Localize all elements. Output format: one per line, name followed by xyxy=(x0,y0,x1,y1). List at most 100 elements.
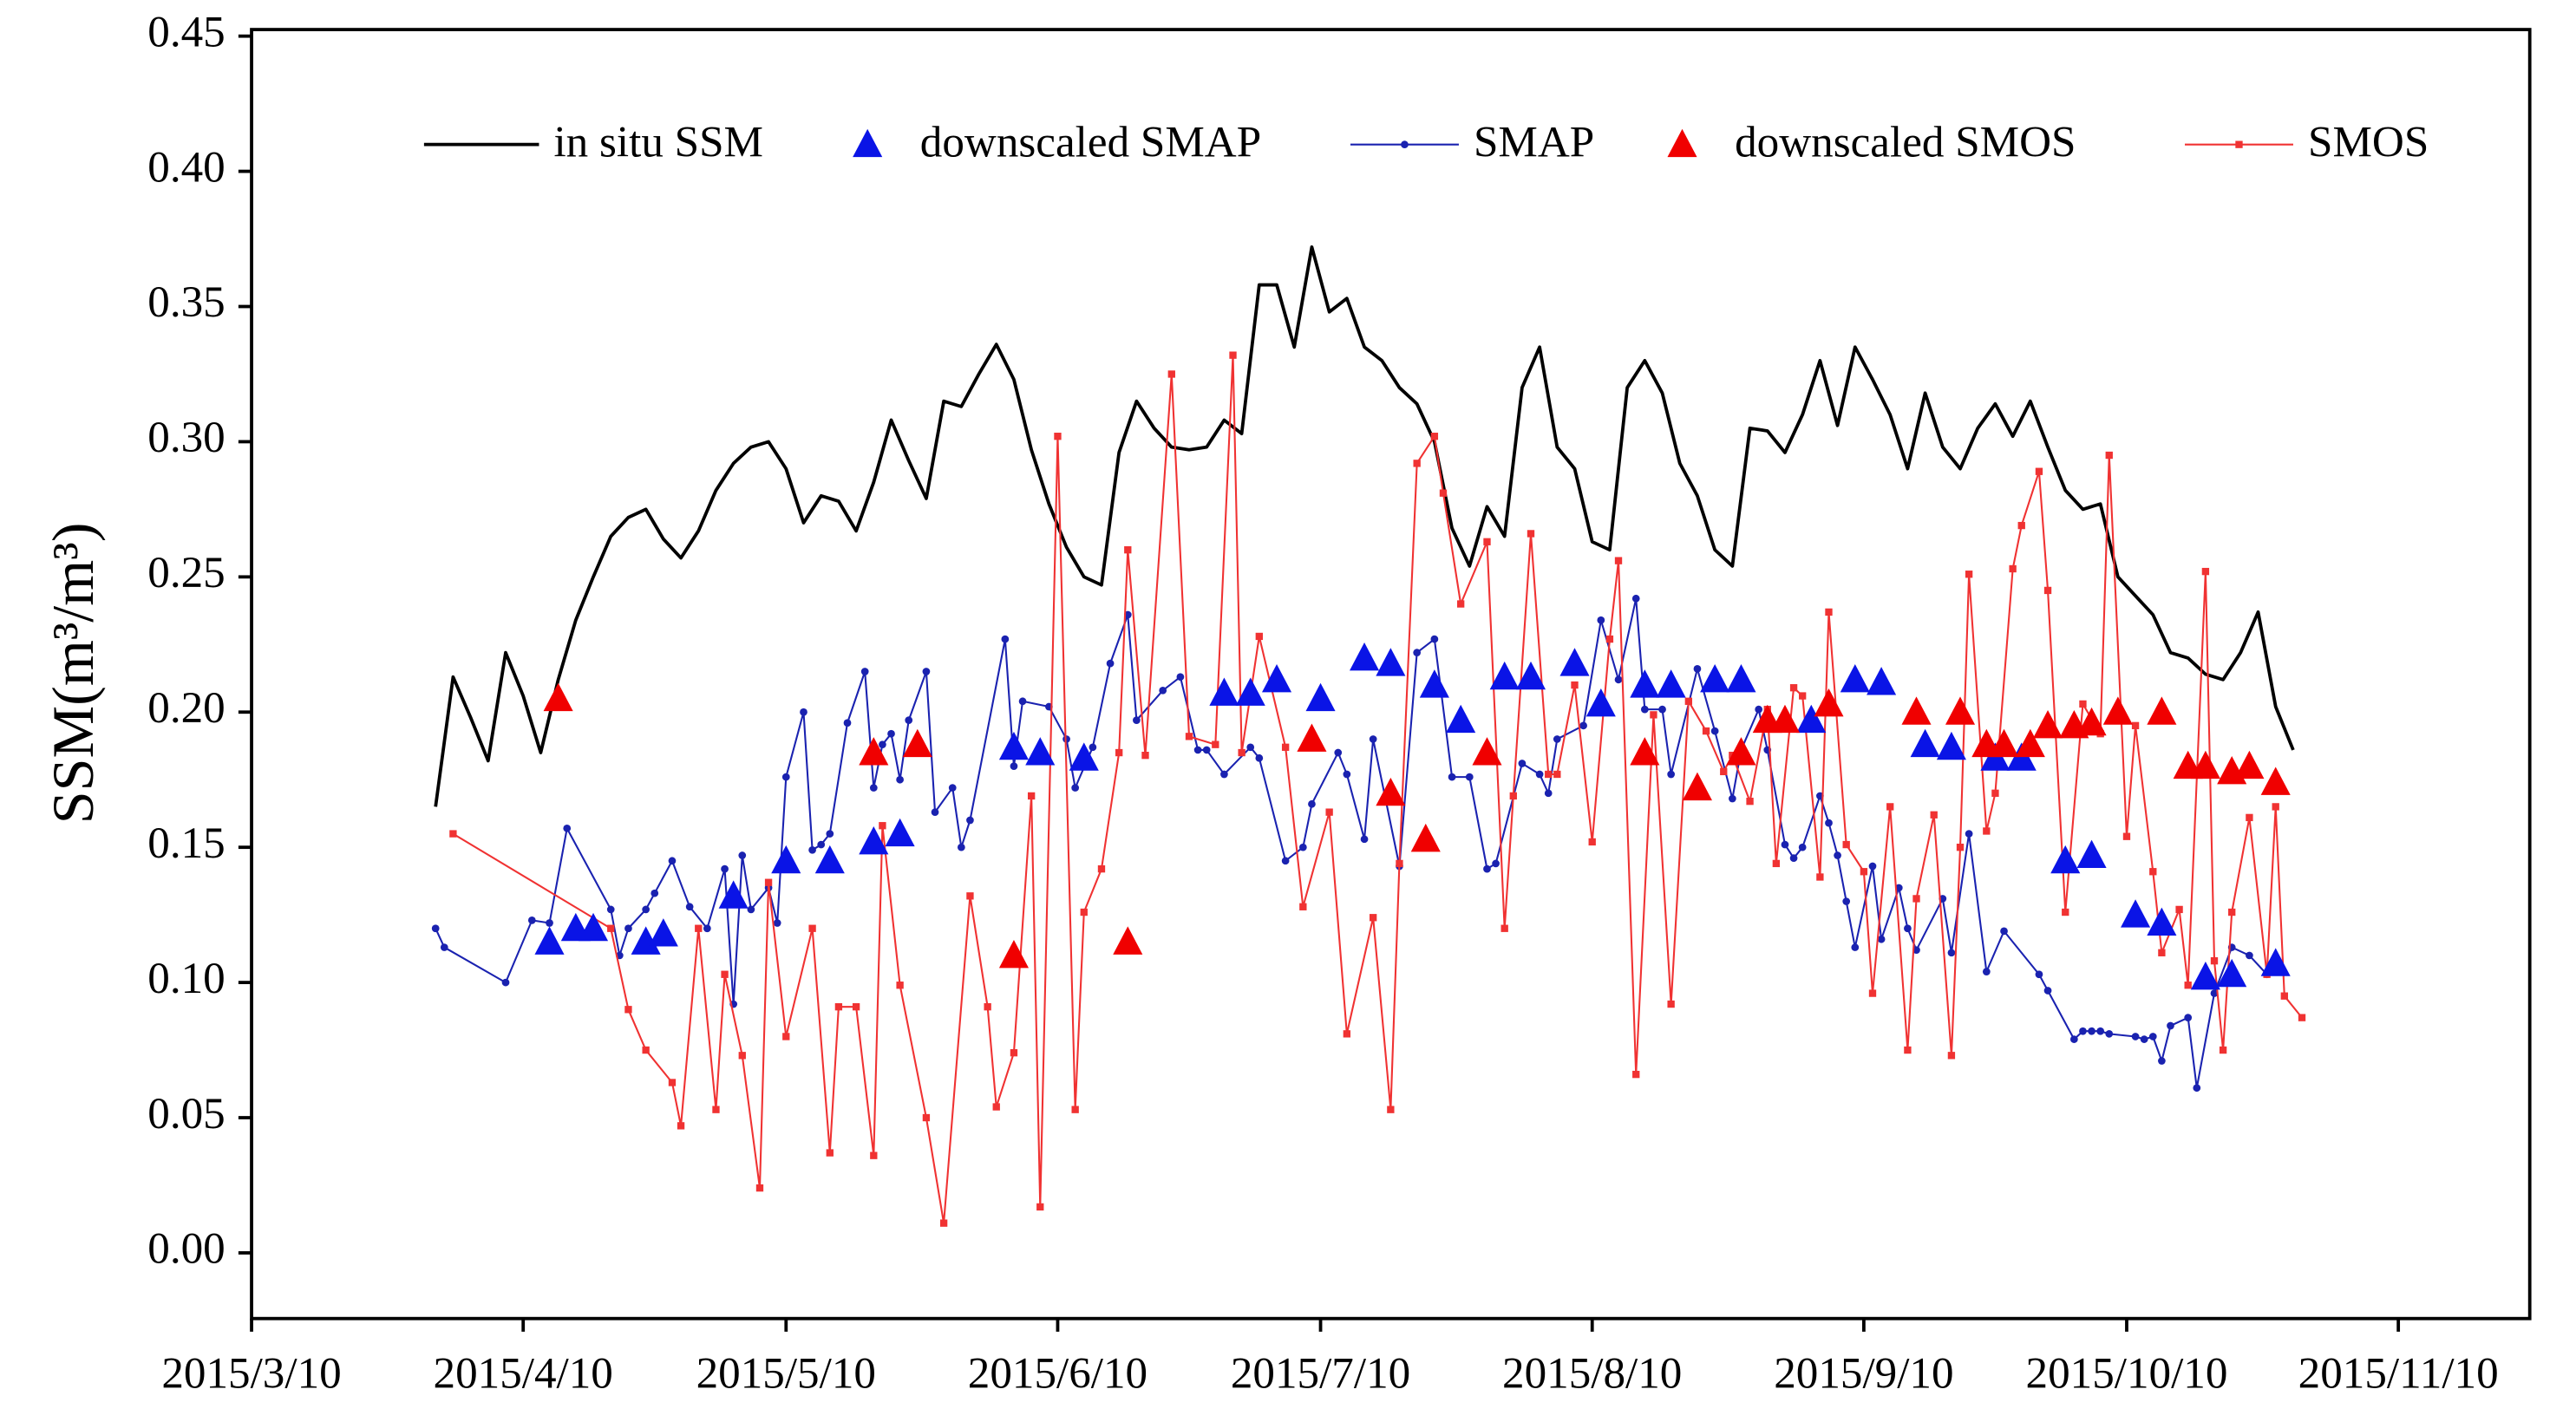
square-marker xyxy=(1185,733,1193,740)
square-marker xyxy=(1605,635,1614,643)
triangle-marker xyxy=(1840,663,1870,693)
circle-marker xyxy=(1308,799,1316,808)
legend-label: downscaled SMOS xyxy=(1735,117,2076,166)
square-marker xyxy=(607,924,615,932)
circle-marker xyxy=(1518,760,1527,767)
square-marker xyxy=(1545,770,1553,779)
triangle-marker xyxy=(998,731,1029,760)
square-marker xyxy=(2105,451,2113,460)
square-marker xyxy=(834,1003,843,1011)
circle-marker xyxy=(1597,616,1605,624)
triangle-marker xyxy=(1515,661,1546,690)
square-marker xyxy=(721,970,729,978)
square-marker xyxy=(2017,521,2025,530)
square-marker xyxy=(712,1106,720,1113)
circle-marker xyxy=(1448,773,1456,781)
square-marker xyxy=(2062,908,2069,916)
triangle-marker xyxy=(2121,899,2151,928)
square-marker xyxy=(922,1113,931,1122)
y-tick-label: 0.45 xyxy=(147,7,225,56)
circle-marker xyxy=(1789,854,1798,863)
y-tick-label: 0.05 xyxy=(147,1089,225,1138)
circle-marker xyxy=(2000,927,2008,936)
triangle-marker xyxy=(1297,723,1327,752)
square-marker xyxy=(1983,827,1991,835)
markers-layer xyxy=(534,642,2291,990)
circle-marker xyxy=(869,784,878,792)
circle-marker xyxy=(1947,949,1956,957)
triangle-marker xyxy=(771,845,801,874)
x-tick-label: 2015/5/10 xyxy=(696,1349,876,1399)
square-marker xyxy=(624,1006,632,1014)
square-marker xyxy=(782,1033,790,1040)
square-marker xyxy=(966,892,974,900)
triangle-marker xyxy=(534,926,565,955)
triangle-marker xyxy=(1667,128,1697,158)
square-marker xyxy=(1868,989,1877,997)
square-marker xyxy=(738,1052,746,1060)
triangle-marker xyxy=(1410,823,1441,852)
triangle-marker xyxy=(1910,728,1940,758)
triangle-marker xyxy=(1376,648,1406,676)
triangle-marker xyxy=(1472,737,1502,766)
square-marker xyxy=(1930,811,1938,819)
legend: in situ SSM downscaled SMAP SMAP downscaled… xyxy=(423,117,2429,166)
circle-marker xyxy=(1579,721,1587,730)
circle-marker xyxy=(1965,830,1973,838)
square-marker xyxy=(695,924,703,932)
square-marker xyxy=(677,1122,685,1130)
circle-marker xyxy=(817,840,826,849)
circle-marker xyxy=(1298,843,1307,851)
circle-marker xyxy=(1010,762,1018,770)
square-marker xyxy=(1553,770,1561,779)
square-marker xyxy=(1212,740,1219,748)
circle-marker xyxy=(2096,1027,2105,1035)
y-tick-label: 0.30 xyxy=(147,413,225,462)
triangle-marker xyxy=(1025,737,1056,766)
square-marker xyxy=(2246,813,2253,822)
circle-marker xyxy=(1640,705,1649,714)
square-marker xyxy=(826,1149,834,1157)
square-marker xyxy=(1632,1070,1640,1079)
triangle-marker xyxy=(2076,839,2107,869)
circle-marker xyxy=(905,716,913,724)
triangle-marker xyxy=(648,918,678,947)
square-marker xyxy=(1991,789,1999,797)
square-marker xyxy=(1325,808,1333,816)
square-marker xyxy=(1571,681,1579,689)
triangle-marker xyxy=(1945,696,1976,725)
square-marker xyxy=(1684,697,1693,705)
triangle-marker xyxy=(1726,737,1756,766)
square-marker xyxy=(1904,1046,1912,1054)
circle-marker xyxy=(440,943,448,951)
circle-marker xyxy=(1710,727,1719,735)
circle-marker xyxy=(747,905,755,914)
triangle-marker xyxy=(1489,661,1520,690)
circle-marker xyxy=(948,784,957,792)
circle-marker xyxy=(966,816,974,825)
legend-label: SMAP xyxy=(1474,117,1594,166)
square-marker xyxy=(755,1184,764,1192)
circle-marker xyxy=(1018,697,1027,706)
circle-marker xyxy=(2184,1014,2193,1021)
circle-marker xyxy=(1904,924,1912,933)
circle-marker xyxy=(1220,770,1228,779)
triangle-marker xyxy=(1630,737,1660,766)
y-tick-label: 0.40 xyxy=(147,142,225,192)
circle-marker xyxy=(1176,673,1185,682)
circle-marker xyxy=(1430,635,1439,643)
circle-marker xyxy=(1553,735,1561,743)
square-marker xyxy=(1588,838,1596,846)
triangle-marker xyxy=(2050,845,2081,874)
circle-marker xyxy=(1334,748,1343,757)
square-marker xyxy=(1789,684,1798,692)
circle-marker xyxy=(1631,594,1640,603)
triangle-marker xyxy=(814,845,845,874)
circle-marker xyxy=(1842,897,1851,905)
circle-marker xyxy=(1798,843,1807,851)
circle-marker xyxy=(1834,851,1841,859)
y-tick-label: 0.10 xyxy=(147,954,225,1003)
y-tick-label: 0.35 xyxy=(147,277,225,327)
square-marker xyxy=(2009,564,2017,573)
square-marker xyxy=(1141,751,1149,760)
